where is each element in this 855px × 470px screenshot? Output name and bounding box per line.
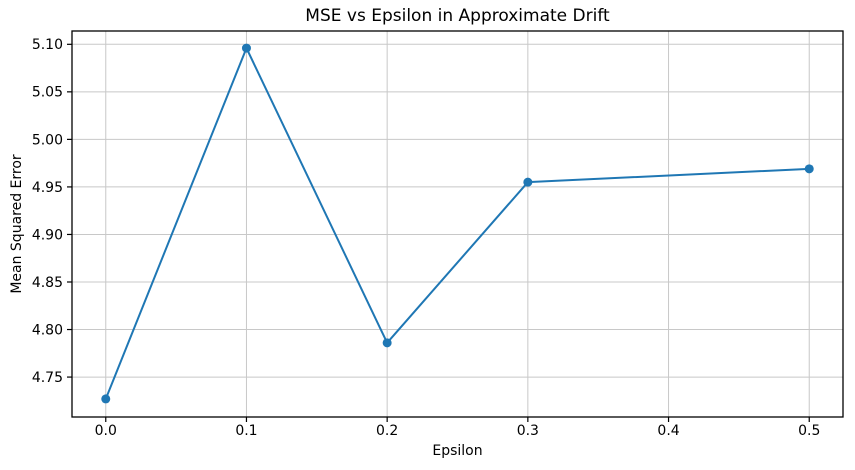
data-line (104, 47, 811, 400)
y-tick-label: 4.80 (32, 322, 63, 338)
x-tick-label: 0.0 (95, 423, 117, 439)
x-tick-label: 0.4 (657, 423, 679, 439)
data-point-marker (241, 43, 251, 53)
chart-title: MSE vs Epsilon in Approximate Drift (305, 6, 610, 26)
y-tick-label: 4.90 (32, 227, 63, 243)
data-point-marker (382, 338, 392, 348)
y-axis-label: Mean Squared Error (9, 154, 25, 294)
y-tick-label: 5.00 (32, 132, 63, 148)
x-tick-label: 0.3 (517, 423, 539, 439)
axes-frame (71, 30, 844, 418)
x-tick-label: 0.5 (798, 423, 820, 439)
x-axis-label: Epsilon (432, 443, 483, 459)
y-tick-label: 4.75 (32, 370, 63, 386)
data-point-marker (523, 177, 533, 187)
data-point-marker (804, 164, 814, 174)
data-point-marker (101, 394, 111, 404)
y-tick-label: 4.85 (32, 275, 63, 291)
x-tick-label: 0.1 (235, 423, 257, 439)
y-tick-label: 5.10 (32, 37, 63, 53)
x-tick-label: 0.2 (376, 423, 398, 439)
y-tick-label: 4.95 (32, 180, 63, 196)
y-tick-label: 5.05 (32, 85, 63, 101)
